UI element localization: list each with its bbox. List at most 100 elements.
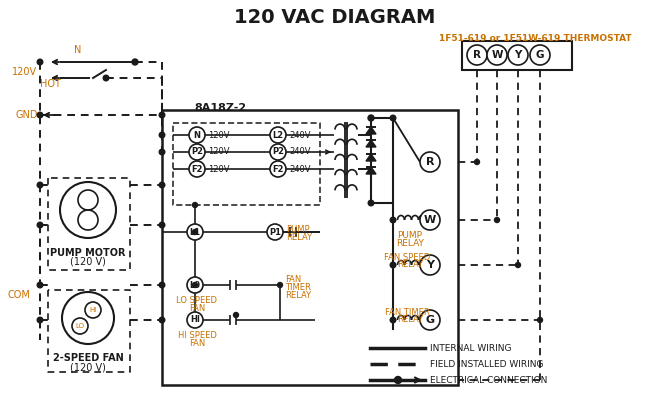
Text: PUMP: PUMP <box>286 225 310 233</box>
Text: N: N <box>194 130 200 140</box>
Text: TIMER: TIMER <box>285 283 311 292</box>
Circle shape <box>277 282 283 287</box>
Circle shape <box>62 292 114 344</box>
Circle shape <box>159 112 165 118</box>
Text: F2: F2 <box>272 165 284 173</box>
Text: GND: GND <box>15 110 38 120</box>
Circle shape <box>189 127 205 143</box>
Text: FIELD INSTALLED WIRING: FIELD INSTALLED WIRING <box>430 360 543 368</box>
Circle shape <box>390 115 396 121</box>
Text: 120V: 120V <box>12 67 37 77</box>
Text: 120V: 120V <box>208 147 230 157</box>
Text: HI: HI <box>89 307 96 313</box>
Text: HI: HI <box>190 316 200 324</box>
Text: R: R <box>425 157 434 167</box>
Text: 8A18Z-2: 8A18Z-2 <box>194 103 246 113</box>
Text: P1: P1 <box>269 228 281 236</box>
Text: P2: P2 <box>191 147 203 157</box>
Circle shape <box>60 182 116 238</box>
Circle shape <box>159 282 165 288</box>
Text: L1: L1 <box>190 228 200 236</box>
Text: FAN: FAN <box>189 304 205 313</box>
Text: RELAY: RELAY <box>397 260 423 269</box>
Text: HOT: HOT <box>40 79 61 89</box>
Text: L2: L2 <box>273 130 283 140</box>
Polygon shape <box>366 167 376 174</box>
Circle shape <box>420 255 440 275</box>
Text: ELECTRICAL CONNECTION: ELECTRICAL CONNECTION <box>430 375 547 385</box>
Circle shape <box>420 152 440 172</box>
Circle shape <box>192 230 198 235</box>
Circle shape <box>159 149 165 155</box>
Circle shape <box>192 202 198 207</box>
Text: LO: LO <box>76 323 84 329</box>
Circle shape <box>38 59 43 65</box>
Circle shape <box>38 317 43 323</box>
Text: 2-SPEED FAN: 2-SPEED FAN <box>53 353 123 363</box>
Circle shape <box>369 200 374 206</box>
Circle shape <box>103 75 109 81</box>
Text: N: N <box>74 45 82 55</box>
Circle shape <box>159 222 165 228</box>
Circle shape <box>234 313 239 318</box>
Circle shape <box>390 317 396 323</box>
Text: INTERNAL WIRING: INTERNAL WIRING <box>430 344 511 352</box>
Circle shape <box>368 115 374 121</box>
Text: (120 V): (120 V) <box>70 362 106 372</box>
Text: 240V: 240V <box>289 147 310 157</box>
Text: G: G <box>425 315 435 325</box>
Circle shape <box>270 127 286 143</box>
Text: Y: Y <box>426 260 434 270</box>
Circle shape <box>38 112 43 118</box>
Circle shape <box>187 312 203 328</box>
Text: Y: Y <box>515 50 522 60</box>
Circle shape <box>395 377 401 383</box>
Circle shape <box>187 224 203 240</box>
Circle shape <box>270 144 286 160</box>
Text: 120 VAC DIAGRAM: 120 VAC DIAGRAM <box>234 8 436 27</box>
Circle shape <box>192 282 198 287</box>
Circle shape <box>38 222 43 228</box>
Text: PUMP MOTOR: PUMP MOTOR <box>50 248 126 258</box>
Circle shape <box>537 318 543 323</box>
Text: RELAY: RELAY <box>396 239 424 248</box>
Text: RELAY: RELAY <box>286 233 312 241</box>
Text: RELAY: RELAY <box>397 315 423 324</box>
Text: W: W <box>491 50 502 60</box>
Text: RELAY: RELAY <box>285 291 311 300</box>
Text: G: G <box>536 50 544 60</box>
Text: 120V: 120V <box>208 130 230 140</box>
Text: FAN TIMER: FAN TIMER <box>385 308 429 317</box>
Text: FAN: FAN <box>189 339 205 348</box>
Circle shape <box>530 45 550 65</box>
Circle shape <box>390 217 396 223</box>
Text: R: R <box>473 50 481 60</box>
Circle shape <box>420 310 440 330</box>
Text: L0: L0 <box>190 280 200 290</box>
Text: LO SPEED: LO SPEED <box>176 296 218 305</box>
Circle shape <box>487 45 507 65</box>
Circle shape <box>187 277 203 293</box>
Text: F2: F2 <box>191 165 203 173</box>
Circle shape <box>132 59 138 65</box>
Circle shape <box>474 160 480 165</box>
Circle shape <box>390 262 396 268</box>
Circle shape <box>189 161 205 177</box>
Text: PUMP: PUMP <box>397 231 423 240</box>
Circle shape <box>467 45 487 65</box>
Text: 120V: 120V <box>208 165 230 173</box>
Text: FAN: FAN <box>285 275 302 284</box>
Text: P2: P2 <box>272 147 284 157</box>
Polygon shape <box>366 140 376 147</box>
Circle shape <box>159 182 165 188</box>
Text: 240V: 240V <box>289 165 310 173</box>
Circle shape <box>515 262 521 267</box>
Text: COM: COM <box>7 290 30 300</box>
Text: 240V: 240V <box>289 130 310 140</box>
Circle shape <box>508 45 528 65</box>
Circle shape <box>38 182 43 188</box>
Circle shape <box>38 282 43 288</box>
Circle shape <box>159 132 165 138</box>
Circle shape <box>270 161 286 177</box>
Text: (120 V): (120 V) <box>70 257 106 267</box>
